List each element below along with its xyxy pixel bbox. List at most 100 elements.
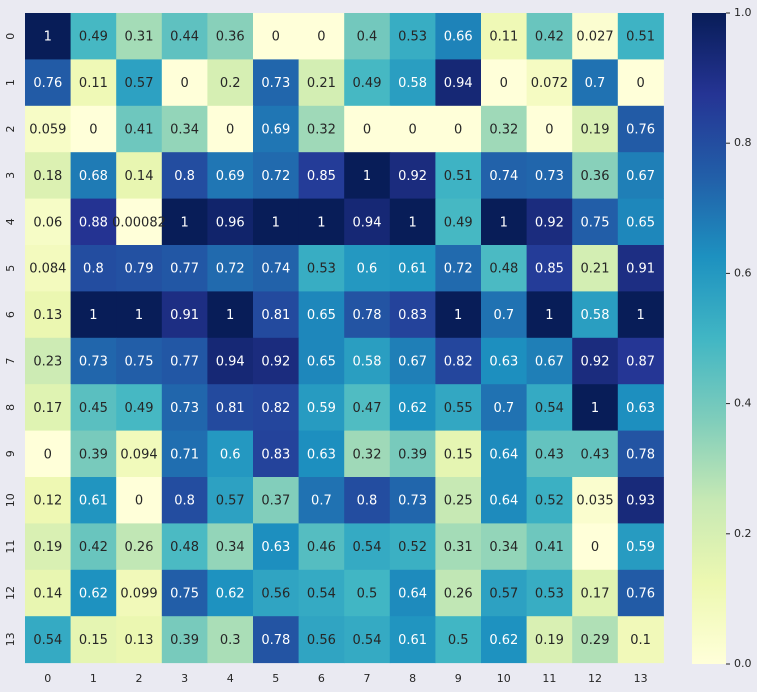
heatmap-cell-value: 0.29 [581, 633, 610, 648]
heatmap-cell-value: 0.072 [531, 76, 568, 91]
heatmap-cell [116, 152, 163, 200]
heatmap-cell-value: 0.66 [444, 30, 473, 45]
x-tick-label: 12 [588, 672, 602, 685]
heatmap-cell-value: 0.49 [444, 215, 473, 230]
heatmap-cell-value: 0.49 [79, 30, 108, 45]
heatmap-cell-value: 0.85 [535, 262, 564, 277]
heatmap-cell [617, 105, 664, 153]
heatmap-cell [298, 291, 345, 339]
heatmap-cell [435, 384, 482, 432]
heatmap-cell [25, 291, 72, 339]
heatmap-cell-value: 0 [317, 30, 325, 45]
heatmap-cell-value: 0.8 [174, 169, 195, 184]
heatmap-cell [70, 105, 117, 153]
heatmap-cell [253, 291, 300, 339]
heatmap-cell-value: 0.61 [79, 494, 108, 509]
heatmap-cell-value: 0.7 [493, 308, 514, 323]
heatmap-cell-value: 0.47 [353, 401, 382, 416]
heatmap-cell [253, 59, 300, 107]
heatmap-cell-value: 1 [500, 215, 508, 230]
heatmap-cell-value: 0.64 [489, 447, 518, 462]
heatmap-cell-value: 0 [454, 123, 462, 138]
heatmap-cell-value: 0.49 [125, 401, 154, 416]
heatmap-cell [344, 384, 391, 432]
heatmap-cell-value: 0.49 [353, 76, 382, 91]
x-tick-label: 9 [455, 672, 462, 685]
heatmap-cell-value: 0.54 [353, 633, 382, 648]
heatmap-cell-value: 0.41 [125, 123, 154, 138]
heatmap-cell [253, 477, 300, 524]
heatmap-cell [389, 105, 436, 153]
y-tick-label: 9 [4, 450, 17, 457]
heatmap-cell [481, 477, 528, 524]
heatmap-cell [435, 13, 482, 60]
heatmap-cell [572, 430, 619, 478]
heatmap-cell [116, 59, 163, 107]
heatmap-cell [617, 198, 664, 246]
heatmap-cell-value: 0.56 [261, 587, 290, 602]
heatmap-cell-value: 0.084 [29, 262, 66, 277]
y-tick-label: 0 [4, 33, 17, 40]
heatmap-cell [298, 616, 345, 664]
y-tick-label: 1 [4, 79, 17, 86]
x-tick-label: 2 [136, 672, 143, 685]
heatmap-cell [161, 198, 208, 246]
heatmap-cell [617, 477, 664, 524]
heatmap-cell-value: 0.32 [353, 447, 382, 462]
heatmap-cell [70, 384, 117, 432]
y-tick-label: 11 [4, 540, 17, 554]
heatmap-cell-value: 0.91 [626, 262, 655, 277]
heatmap-cell-value: 0.53 [398, 30, 427, 45]
heatmap-cell-value: 0.69 [216, 169, 245, 184]
heatmap-cell-value: 1 [454, 308, 462, 323]
heatmap-cell [298, 337, 345, 385]
heatmap-cell-value: 0.82 [261, 401, 290, 416]
heatmap-cell [253, 198, 300, 246]
heatmap-cell-value: 0.62 [79, 587, 108, 602]
heatmap-cell-value: 0.027 [576, 30, 613, 45]
heatmap-cell-value: 1 [180, 215, 188, 230]
heatmap-cell [435, 430, 482, 478]
heatmap-cell-value: 0.81 [261, 308, 290, 323]
heatmap-cell [25, 616, 72, 664]
heatmap-cell [207, 616, 254, 664]
heatmap-cell [25, 59, 72, 107]
heatmap-cell-value: 0.78 [626, 447, 655, 462]
heatmap-cell [207, 198, 254, 246]
heatmap-cell-value: 0.57 [125, 76, 154, 91]
heatmap-cell [253, 523, 300, 571]
heatmap-cell [389, 291, 436, 339]
heatmap-cell [435, 477, 482, 524]
heatmap-cell-value: 0.43 [535, 447, 564, 462]
heatmap-cell-value: 0.43 [581, 447, 610, 462]
heatmap-cell [572, 59, 619, 107]
heatmap-cell-value: 0.55 [444, 401, 473, 416]
heatmap-cell [435, 152, 482, 200]
heatmap-cell [161, 430, 208, 478]
heatmap-cell [70, 430, 117, 478]
heatmap-cell-value: 0.82 [444, 355, 473, 370]
heatmap-cell [207, 569, 254, 617]
heatmap-cell-value: 1 [44, 30, 52, 45]
heatmap-cell-value: 0.19 [581, 123, 610, 138]
heatmap-cell [70, 569, 117, 617]
heatmap-cell [526, 13, 573, 60]
heatmap-cell-value: 0.65 [307, 308, 336, 323]
heatmap-cell-value: 0.8 [357, 494, 378, 509]
heatmap-cell [481, 569, 528, 617]
heatmap-cell-value: 0.61 [398, 633, 427, 648]
heatmap-cell [25, 337, 72, 385]
heatmap-cell [389, 13, 436, 60]
heatmap-cell [298, 477, 345, 524]
heatmap-cell [253, 152, 300, 200]
heatmap-cell-value: 0.65 [307, 355, 336, 370]
heatmap-cell-value: 0.26 [125, 540, 154, 555]
heatmap-cell [389, 337, 436, 385]
heatmap-cell [70, 523, 117, 571]
heatmap-cell [25, 245, 72, 292]
heatmap-cell [70, 152, 117, 200]
x-tick-label: 0 [44, 672, 51, 685]
colorbar-tick-label: 0.2 [734, 527, 752, 540]
heatmap-cell-value: 0.73 [535, 169, 564, 184]
heatmap-cell-value: 0.83 [261, 447, 290, 462]
